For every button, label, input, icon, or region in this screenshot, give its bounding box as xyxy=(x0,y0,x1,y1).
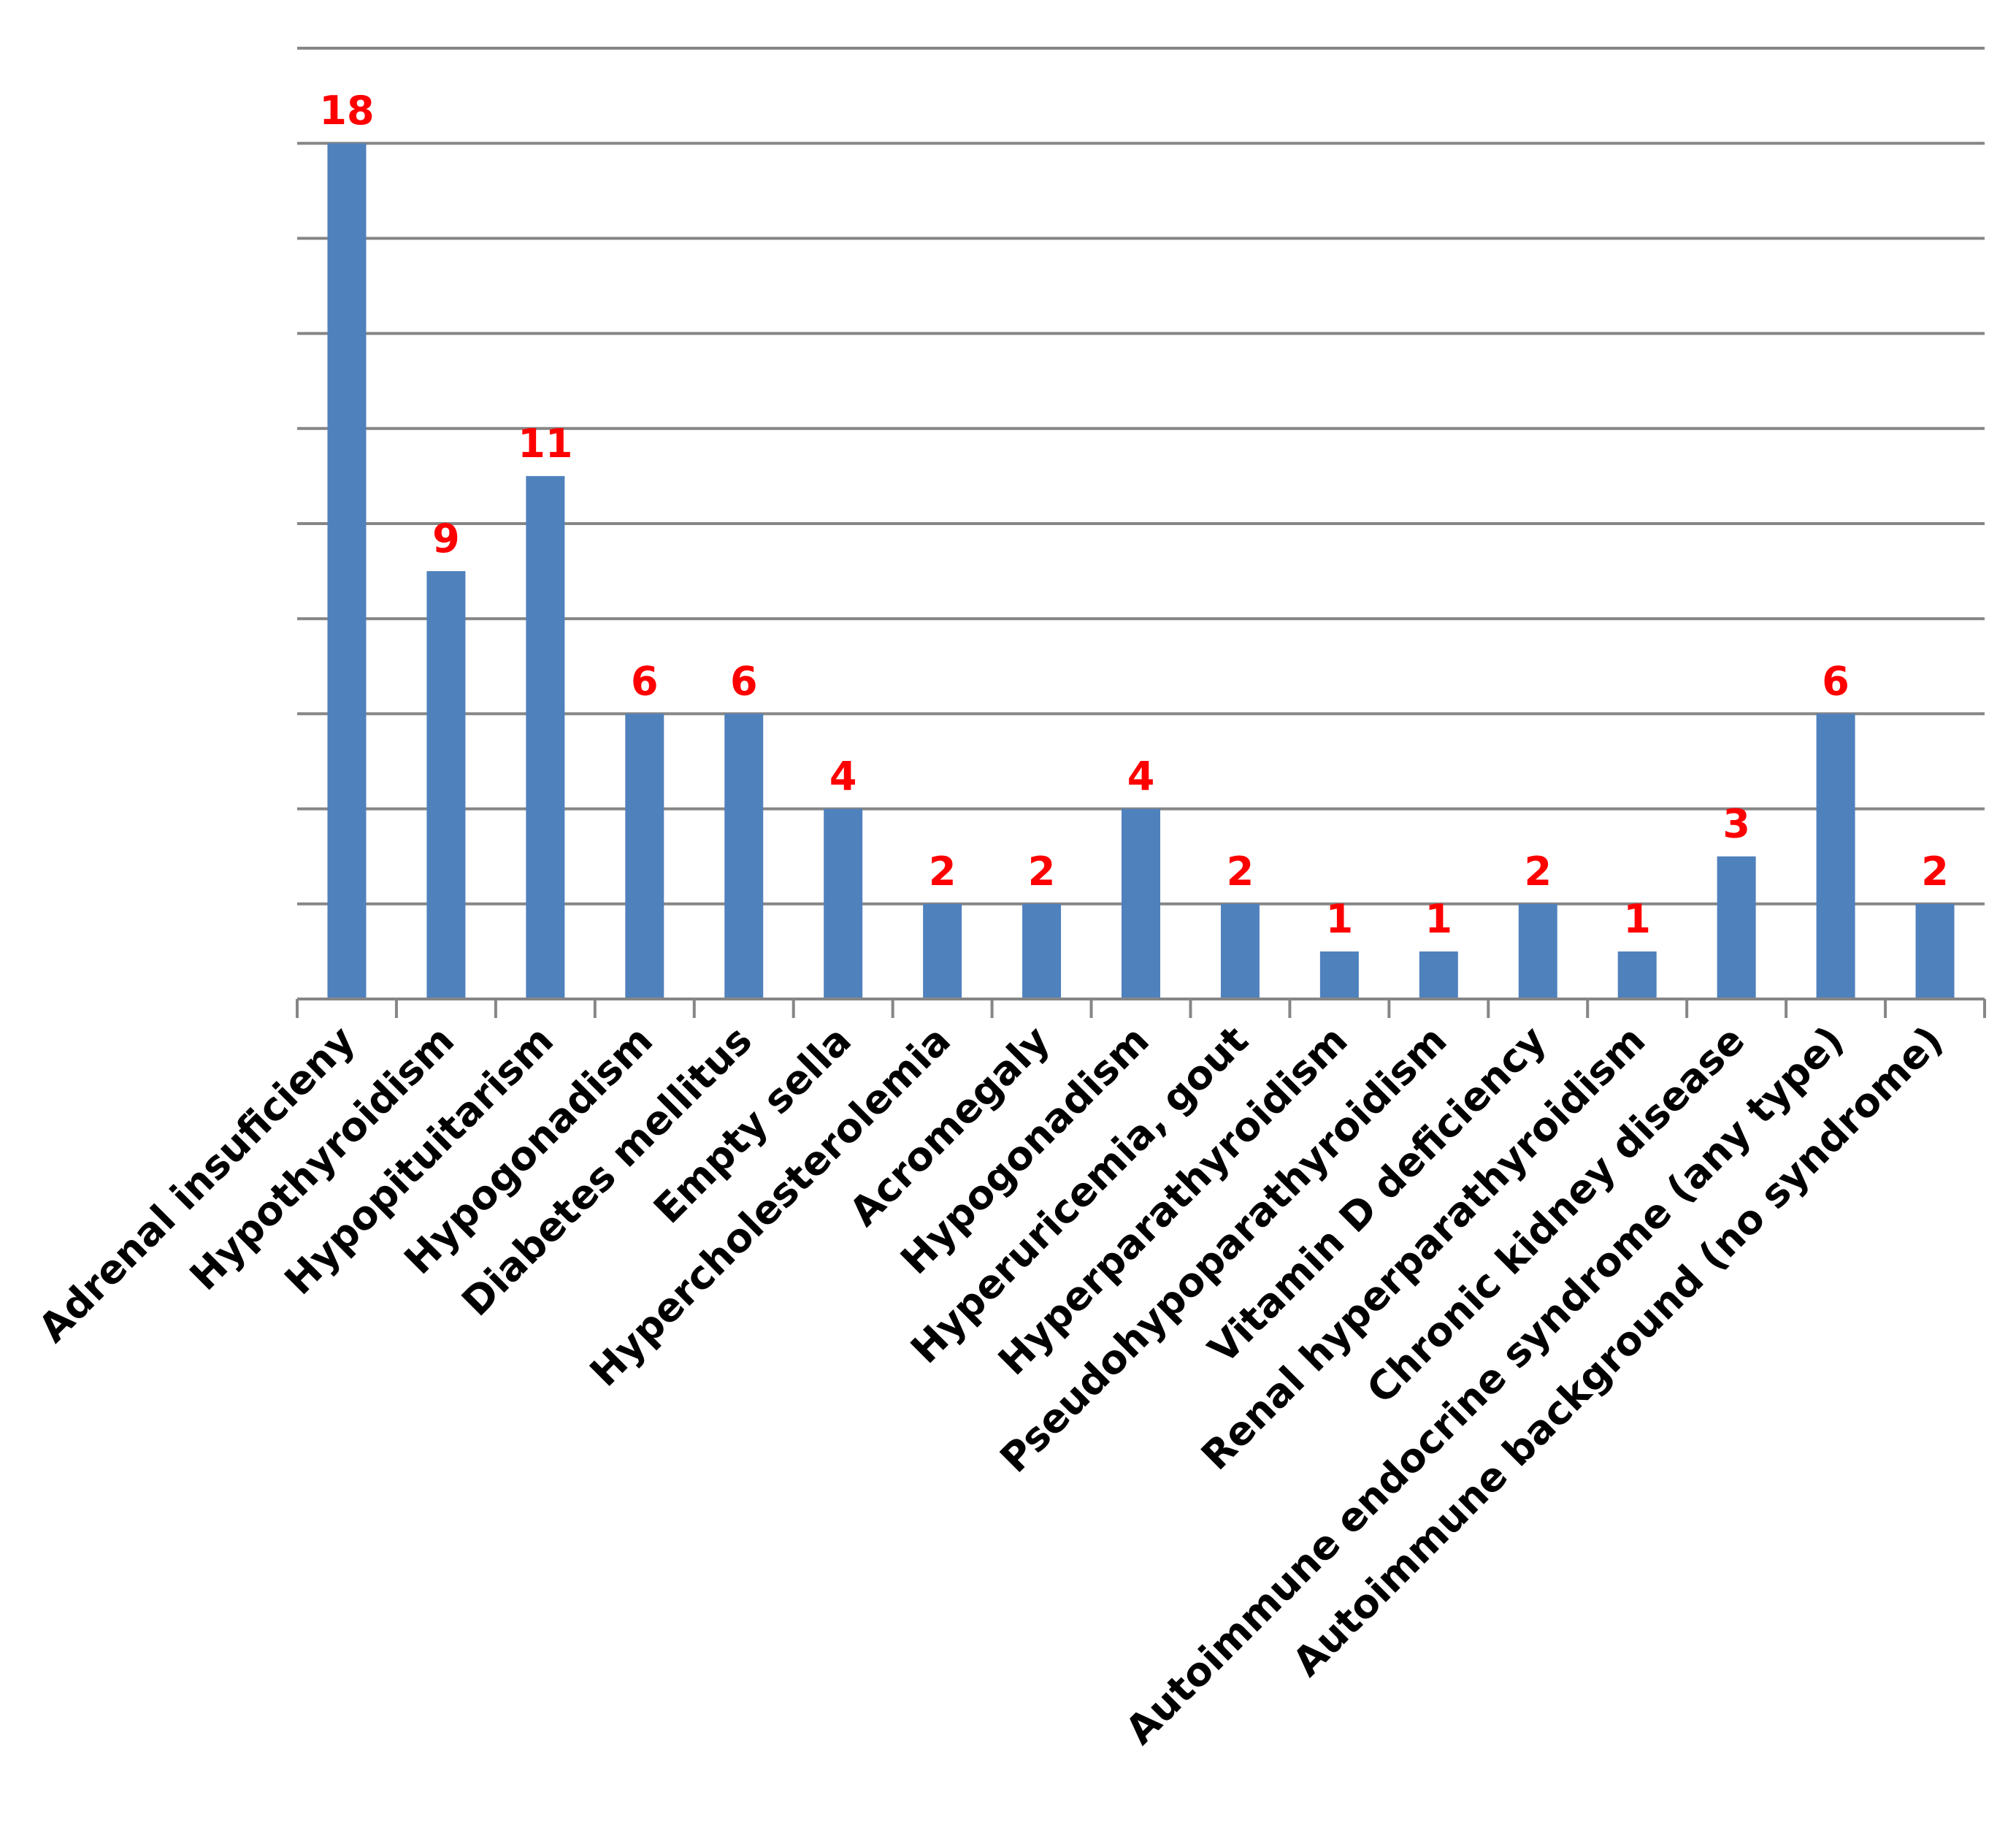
bar xyxy=(1915,903,1955,999)
bar xyxy=(426,571,466,999)
data-label: 6 xyxy=(730,658,758,704)
data-label: 1 xyxy=(1326,896,1354,942)
data-label: 9 xyxy=(432,516,460,562)
bar xyxy=(1518,903,1557,999)
data-label: 6 xyxy=(1822,658,1850,704)
bar xyxy=(824,808,863,999)
data-label: 3 xyxy=(1722,801,1750,847)
bar xyxy=(923,903,962,999)
bar xyxy=(1419,951,1458,999)
bar xyxy=(724,713,764,999)
bar xyxy=(1717,856,1756,999)
data-label: 2 xyxy=(929,849,957,895)
bars xyxy=(327,143,1955,1000)
data-label: 6 xyxy=(631,658,659,704)
bar xyxy=(1220,903,1260,999)
gridlines xyxy=(297,47,1985,906)
bar xyxy=(327,143,367,1000)
data-label: 2 xyxy=(1524,849,1552,895)
bar xyxy=(1319,951,1359,999)
bar xyxy=(625,713,664,999)
bar xyxy=(1022,903,1062,999)
data-label: 4 xyxy=(1127,754,1155,800)
x-axis xyxy=(296,998,1986,1018)
bar xyxy=(526,475,565,999)
data-label: 18 xyxy=(319,88,374,134)
bar xyxy=(1617,951,1657,999)
bar xyxy=(1816,713,1855,999)
data-label: 2 xyxy=(1921,849,1949,895)
data-label: 4 xyxy=(829,754,857,800)
bar xyxy=(1122,808,1160,999)
data-label: 1 xyxy=(1623,896,1651,942)
data-label: 2 xyxy=(1227,849,1254,895)
data-label: 2 xyxy=(1028,849,1056,895)
data-label: 1 xyxy=(1425,896,1453,942)
data-label: 11 xyxy=(518,421,572,467)
x-tick-labels: Adrenal insuficienyHypothyroidismHypopit… xyxy=(29,1017,1952,1753)
